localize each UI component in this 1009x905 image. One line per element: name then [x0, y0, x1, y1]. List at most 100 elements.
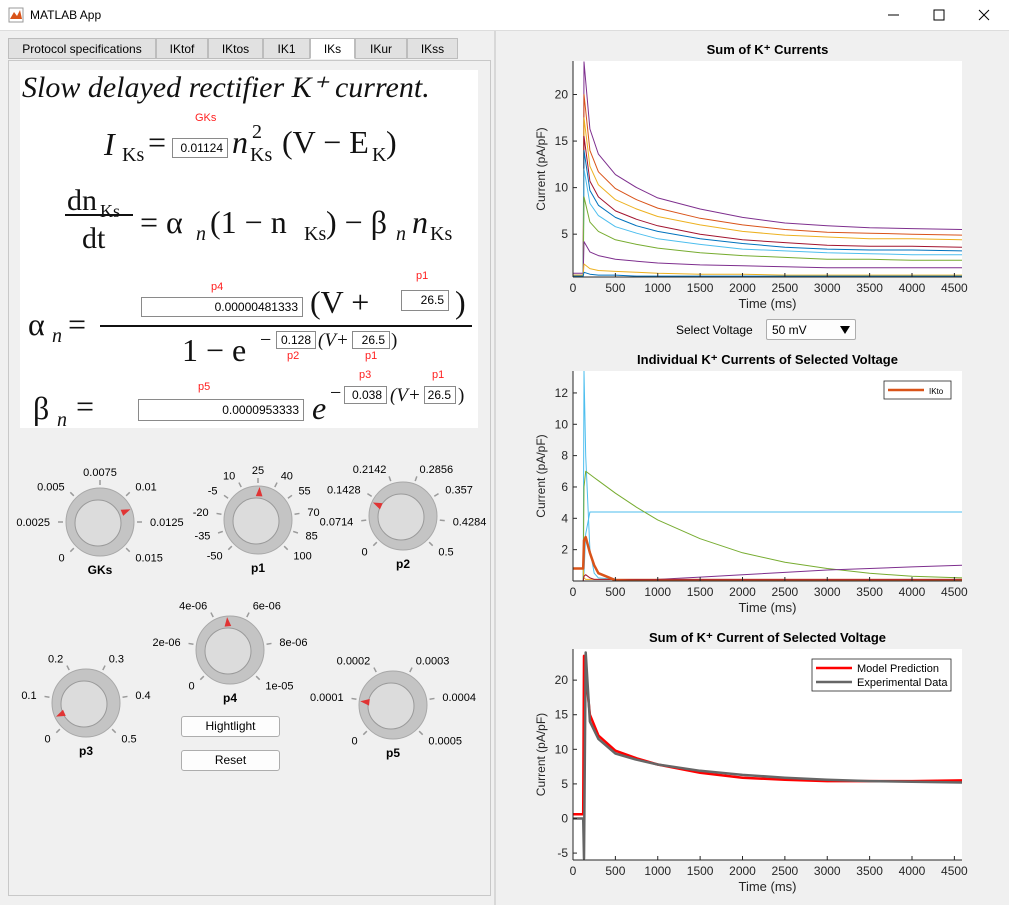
tab[interactable]: IKur	[355, 38, 407, 59]
eq-text: (V+	[318, 330, 349, 351]
knob-tick	[429, 697, 435, 700]
eq-sub: Ks	[100, 201, 121, 221]
knob-tick-label: 0.0125	[150, 517, 184, 529]
y-tick-label: 5	[561, 777, 568, 791]
window-controls[interactable]	[880, 0, 1009, 30]
dropdown-arrow	[840, 326, 850, 334]
x-tick-label: 3000	[814, 585, 841, 599]
tab[interactable]: IKs	[310, 38, 355, 59]
knob-pointer	[55, 709, 66, 717]
x-tick-label: 0	[570, 585, 577, 599]
knob-pointer	[360, 698, 370, 706]
p1-field[interactable]: 26.5	[424, 386, 456, 404]
splitter	[494, 31, 496, 905]
knob-tick	[111, 728, 117, 734]
eq-text: n	[232, 124, 248, 160]
p5-field[interactable]: 0.0000953333	[138, 399, 304, 421]
divider	[0, 30, 1009, 31]
heading: Slow delayed rectifier K⁺ current.	[22, 71, 430, 104]
knob-tick-label: 2e-06	[152, 637, 180, 649]
knob-tick	[409, 667, 413, 673]
knob-tick-label: 55	[298, 486, 310, 498]
p3-field[interactable]: 0.038	[344, 386, 387, 404]
eq-text: )	[455, 284, 466, 320]
tab[interactable]: IKtos	[208, 38, 263, 59]
knob-tick	[367, 493, 373, 497]
app-icon	[8, 7, 24, 23]
x-tick-label: 3500	[856, 864, 883, 878]
knob-tick	[102, 665, 106, 671]
x-tick-label: 0	[570, 864, 577, 878]
knob-tick-label: 0.0003	[416, 655, 450, 667]
tab[interactable]: IKtof	[156, 38, 208, 59]
y-tick-label: 10	[555, 742, 569, 756]
eq-sub: Ks	[304, 223, 327, 245]
x-tick-label: 2000	[729, 864, 756, 878]
eq-sub: n	[396, 223, 406, 245]
x-tick-label: 2000	[729, 281, 756, 295]
knob-tick	[199, 675, 205, 681]
voltage-dropdown[interactable]: 50 mV	[766, 319, 856, 340]
highlight-button[interactable]: Hightlight	[181, 716, 280, 737]
knob-cap	[367, 682, 415, 730]
knob-tick-label: 6e-06	[253, 600, 281, 612]
p4-field[interactable]: 0.00000481333	[141, 297, 303, 317]
series-line	[573, 94, 962, 276]
knob-label: p4	[223, 691, 237, 705]
series-line	[573, 61, 962, 274]
knob-tick	[351, 697, 357, 700]
eq-text: (1 − n	[210, 204, 287, 240]
y-tick-label: 10	[555, 417, 569, 431]
knob-tick-label: 0.0002	[337, 655, 371, 667]
eq-sub: n	[52, 325, 62, 347]
x-tick-label: 2500	[772, 585, 799, 599]
knob-tick	[362, 730, 368, 736]
knob-tick-label: 4e-06	[179, 600, 207, 612]
field-label: p1	[416, 270, 429, 282]
x-axis-label: Time (ms)	[738, 296, 796, 311]
fraction-line	[65, 214, 133, 216]
reset-button[interactable]: Reset	[181, 750, 280, 771]
tab[interactable]: Protocol specifications	[8, 38, 156, 59]
x-tick-label: 3500	[856, 585, 883, 599]
knob-tick-label: 70	[307, 507, 319, 519]
x-tick-label: 2500	[772, 864, 799, 878]
plot-lines	[573, 371, 962, 581]
knob-tick	[55, 728, 61, 734]
knob-tick	[439, 519, 445, 522]
knob-tick	[274, 482, 278, 488]
knob-tick	[217, 530, 224, 534]
p1-field[interactable]: 26.5	[352, 331, 390, 349]
y-tick-label: 0	[561, 811, 568, 825]
knob-cap	[232, 497, 280, 545]
knob-tick	[292, 530, 299, 534]
knob-tick-label: 0.357	[445, 484, 473, 496]
y-tick-label: -5	[557, 846, 568, 860]
series-line	[573, 511, 962, 581]
knob-tick	[210, 612, 214, 618]
knob-tick-label: -20	[193, 507, 209, 519]
knob-tick-label: 0.015	[135, 552, 163, 564]
gks-field[interactable]: 0.01124	[172, 138, 228, 158]
knob-tick	[283, 545, 289, 551]
plot-area	[573, 61, 962, 277]
knob-label: p1	[251, 561, 265, 575]
knob-tick	[294, 512, 300, 515]
field-label: p1	[432, 369, 445, 381]
eq-text: −	[260, 329, 272, 351]
y-axis-label: Current (pA/pF)	[534, 434, 548, 517]
y-tick-label: 8	[561, 449, 568, 463]
tab[interactable]: IKss	[407, 38, 458, 59]
p1-field[interactable]: 26.5	[401, 290, 449, 311]
eq-text: =	[148, 124, 167, 160]
knob-tick	[388, 476, 392, 482]
y-tick-label: 10	[555, 181, 569, 195]
eq-text: e	[312, 390, 327, 426]
knob-tick	[373, 667, 377, 673]
p2-field[interactable]: 0.128	[276, 331, 316, 349]
tab[interactable]: IK1	[263, 38, 310, 59]
knob-label: p3	[79, 744, 93, 758]
series-line	[573, 196, 962, 276]
